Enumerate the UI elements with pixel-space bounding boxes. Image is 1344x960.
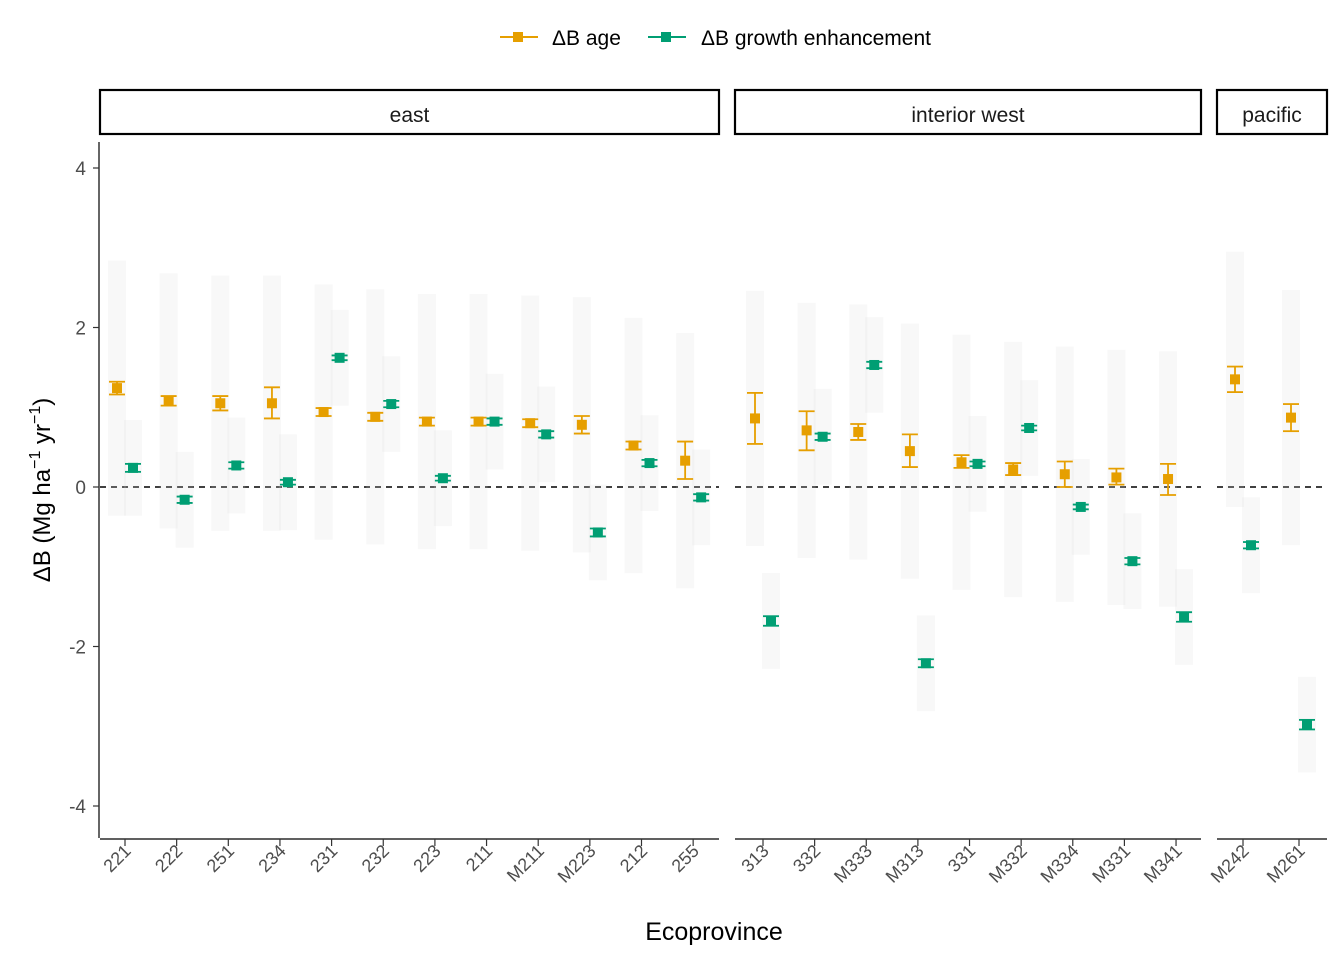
growth-point	[282, 477, 293, 488]
legend-growth-label: ΔB growth enhancement	[701, 27, 931, 50]
legend-age-marker	[513, 32, 523, 42]
x-axis-title: Ecoprovince	[645, 918, 783, 946]
facet-strip-label: pacific	[1242, 104, 1302, 127]
y-tick-label: 4	[75, 159, 86, 180]
growth-point	[1302, 719, 1312, 730]
growth-point	[437, 473, 448, 484]
y-tick-label: -2	[69, 638, 86, 659]
age-point	[370, 411, 381, 422]
legend-age-label: ΔB age	[552, 27, 621, 50]
growth-point	[644, 458, 655, 469]
growth-point	[179, 494, 190, 505]
growth-point	[334, 352, 345, 363]
growth-point	[696, 492, 707, 503]
facet-strip-label: east	[390, 104, 430, 127]
growth-point	[1246, 540, 1256, 551]
growth-point	[592, 527, 603, 538]
growth-point	[766, 615, 776, 626]
growth-point	[128, 462, 138, 473]
legend: ΔB age ΔB growth enhancement	[500, 27, 931, 50]
facet-strip	[1215, 88, 1329, 136]
age-point	[1008, 464, 1019, 475]
age-point	[112, 383, 122, 394]
age-point	[1111, 472, 1122, 483]
age-point	[1059, 469, 1070, 480]
age-point	[215, 398, 226, 409]
y-axis-title: ΔB (Mg ha−1 yr−1)	[27, 398, 56, 583]
growth-point	[386, 399, 397, 410]
age-point	[473, 416, 484, 427]
age-point	[421, 416, 432, 427]
age-point	[163, 395, 174, 406]
age-point	[680, 455, 691, 466]
age-point	[628, 440, 639, 451]
growth-point	[920, 658, 931, 669]
age-point	[1163, 474, 1174, 485]
age-point	[318, 407, 329, 418]
growth-point	[1179, 611, 1190, 622]
growth-point	[817, 431, 828, 442]
growth-point	[869, 359, 880, 370]
age-point	[525, 418, 536, 429]
growth-point	[972, 458, 983, 469]
age-point	[956, 457, 967, 468]
age-point	[853, 426, 864, 437]
y-axis: 4 2 0 -2 -4 ΔB (Mg ha−1 yr−1)	[27, 142, 100, 838]
age-point	[1230, 374, 1240, 385]
facet-strip	[98, 88, 721, 136]
y-tick-label: 2	[75, 319, 86, 340]
facet-strip-label: interior west	[911, 104, 1024, 127]
age-point	[750, 413, 760, 424]
age-point	[801, 425, 812, 436]
growth-point	[489, 416, 500, 427]
growth-point	[1075, 501, 1086, 512]
age-point	[266, 398, 277, 409]
legend-growth-marker	[661, 32, 671, 42]
age-point	[904, 446, 915, 457]
y-tick-label: 0	[75, 478, 86, 499]
facet-strip	[733, 88, 1203, 136]
growth-point	[1127, 556, 1138, 567]
age-point	[1286, 412, 1296, 423]
y-tick-label: -4	[69, 797, 86, 818]
growth-point	[541, 429, 552, 440]
growth-point	[1024, 422, 1035, 433]
growth-point	[231, 460, 242, 471]
age-point	[576, 419, 587, 430]
